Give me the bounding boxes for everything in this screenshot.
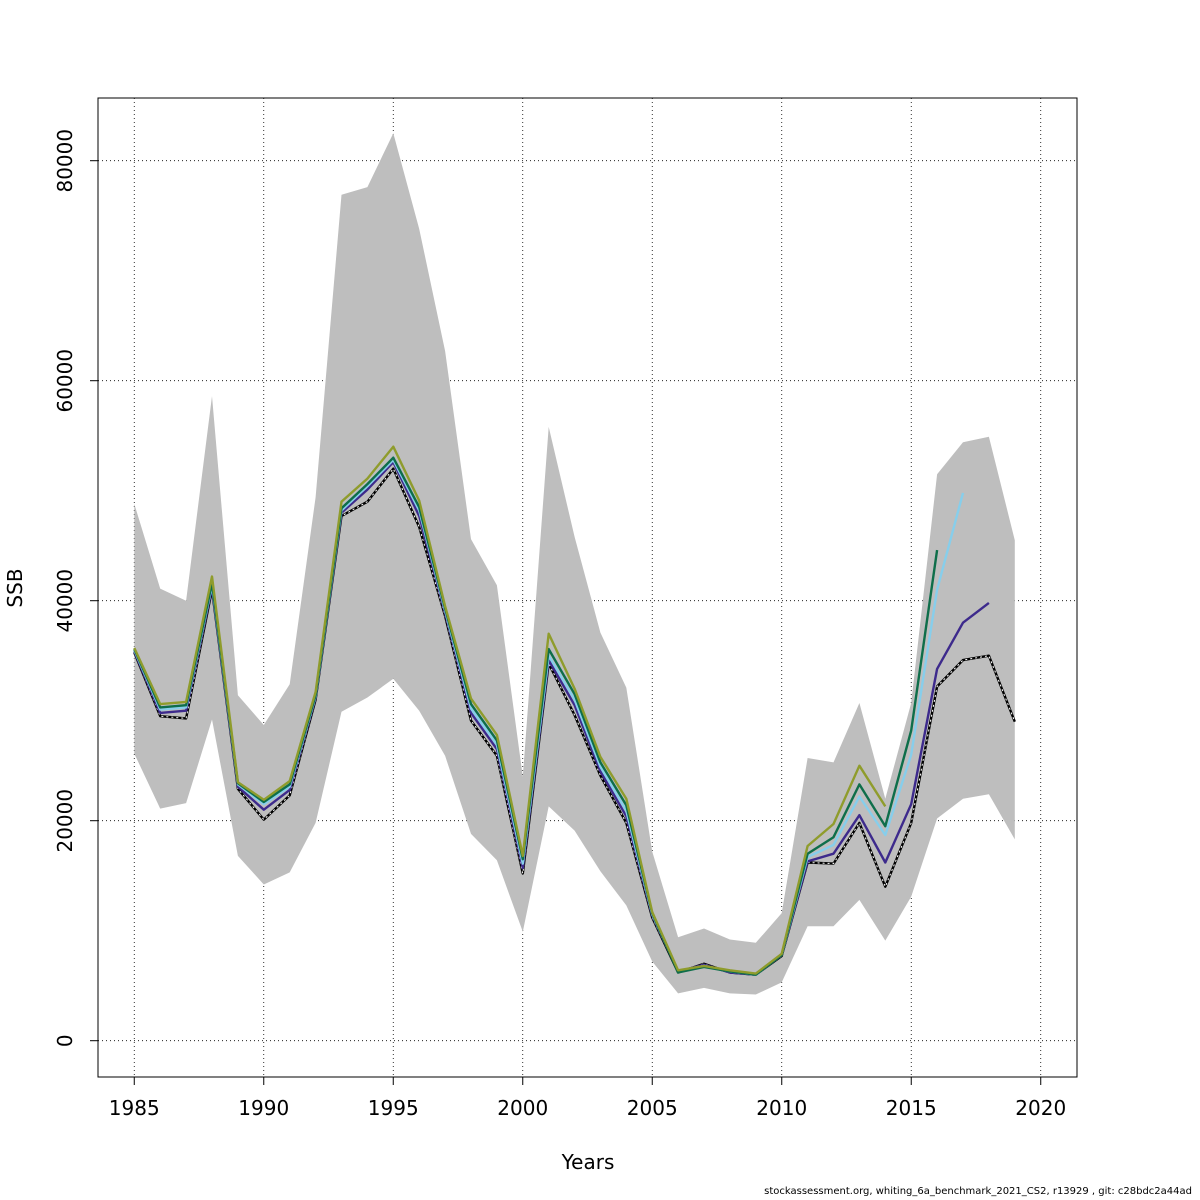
series-line-2 — [133, 460, 990, 976]
plot-frame — [97, 97, 1078, 1078]
y-axis-title: SSB — [3, 568, 27, 607]
x-tick-label: 2005 — [627, 1096, 678, 1120]
series-line-5 — [133, 445, 887, 975]
confidence-band — [134, 133, 1015, 995]
x-axis-title: Years — [561, 1150, 615, 1174]
y-tick-label: 20000 — [53, 789, 77, 853]
y-tick-label: 40000 — [53, 569, 77, 633]
series-line-1-dash — [133, 467, 1016, 976]
y-tick-label: 80000 — [53, 129, 77, 193]
x-tick-label: 2010 — [756, 1096, 807, 1120]
x-tick-label: 1985 — [109, 1096, 160, 1120]
footer-credit: stockassessment.org, whiting_6a_benchmar… — [764, 1186, 1192, 1197]
y-tick-label: 60000 — [53, 349, 77, 413]
x-tick-label: 2015 — [886, 1096, 937, 1120]
x-tick-label: 1995 — [368, 1096, 419, 1120]
x-tick-label: 1990 — [238, 1096, 289, 1120]
series-lines — [133, 445, 1016, 976]
x-axis: 1985 1990 1995 2000 2005 2010 2015 2020 — [109, 1077, 1066, 1120]
y-tick-label: 0 — [53, 1034, 77, 1047]
x-tick-label: 2020 — [1015, 1096, 1066, 1120]
y-axis: 0 20000 40000 60000 80000 — [53, 129, 98, 1047]
confidence-band-area — [134, 133, 1015, 995]
x-tick-label: 2000 — [497, 1096, 548, 1120]
